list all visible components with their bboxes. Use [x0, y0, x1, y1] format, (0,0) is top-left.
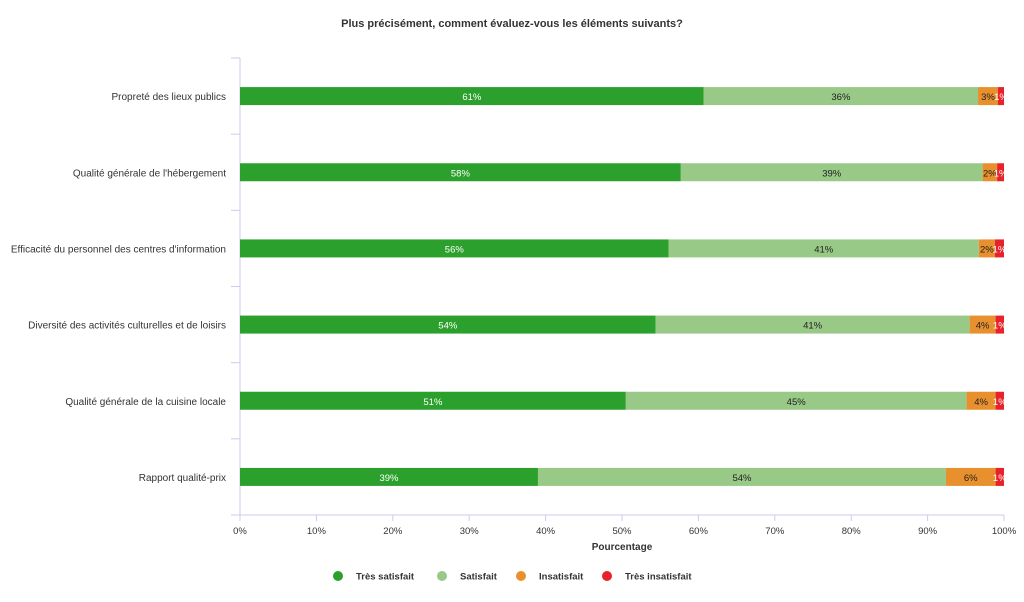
bar-data-label: 1% — [993, 244, 1007, 255]
bar-segment — [240, 239, 669, 258]
chart-title: Plus précisément, comment évaluez-vous l… — [341, 18, 683, 30]
y-category-label: Qualité générale de la cuisine locale — [65, 397, 226, 408]
x-tick-label: 50% — [612, 526, 632, 537]
legend-label: Très insatisfait — [625, 572, 692, 583]
x-tick-label: 30% — [460, 526, 480, 537]
bar-data-label: 3% — [981, 92, 995, 103]
bar-segment — [978, 87, 998, 106]
bar-data-label: 1% — [994, 168, 1008, 179]
bar-segment — [982, 163, 998, 182]
bar-segment — [240, 87, 704, 106]
legend-marker — [516, 571, 526, 581]
bar-segment — [945, 467, 996, 486]
bar-data-label: 4% — [976, 321, 990, 332]
chart-legend: Très satisfait Satisfait Insatisfait Très i… — [333, 571, 692, 583]
bar-data-label: 54% — [732, 473, 752, 484]
legend-label: Insatisfait — [539, 572, 584, 583]
bar-segment — [240, 315, 656, 334]
legend-label: Satisfait — [460, 572, 498, 583]
bar-segment — [625, 391, 967, 410]
x-tick-label: 100% — [992, 526, 1017, 537]
bar-data-label: 39% — [822, 168, 842, 179]
chart-bars — [240, 87, 1004, 486]
x-tick-label: 70% — [765, 526, 785, 537]
bar-data-label: 56% — [445, 244, 465, 255]
y-category-label: Rapport qualité-prix — [139, 473, 226, 484]
chart-axes: 0% 10% 20% 30% 40% 50% 60% 70% 80% 90% 100% Propret… — [11, 57, 1017, 537]
x-tick-label: 60% — [689, 526, 709, 537]
y-category-label: Propreté des lieux publics — [111, 92, 226, 103]
bar-data-label: 1% — [993, 397, 1007, 408]
bar-data-label: 39% — [379, 473, 399, 484]
bar-segment — [240, 467, 538, 486]
bar-data-label: 41% — [814, 244, 834, 255]
x-tick-label: 0% — [233, 526, 247, 537]
x-axis-title: Pourcentage — [592, 542, 653, 553]
bar-segment — [997, 163, 1004, 182]
x-tick-label: 80% — [842, 526, 862, 537]
y-category-label: Diversité des activités culturelles et d… — [28, 321, 226, 332]
bar-segment — [537, 467, 946, 486]
x-tick-label: 40% — [536, 526, 556, 537]
bar-data-label: 61% — [462, 92, 482, 103]
bar-data-label: 4% — [974, 397, 988, 408]
bar-segment — [995, 391, 1004, 410]
bar-data-label: 6% — [964, 473, 978, 484]
legend-label: Très satisfait — [356, 572, 415, 583]
bar-segment — [668, 239, 979, 258]
bar-data-label: 54% — [438, 321, 458, 332]
bar-segment — [997, 87, 1004, 106]
bar-data-label: 1% — [994, 92, 1008, 103]
bar-data-label: 1% — [993, 473, 1007, 484]
bar-segment — [240, 391, 626, 410]
bar-segment — [655, 315, 970, 334]
legend-marker — [437, 571, 447, 581]
bar-data-label: 1% — [993, 321, 1007, 332]
bar-segment — [966, 391, 996, 410]
bar-data-label: 36% — [831, 92, 851, 103]
bar-data-label: 41% — [803, 321, 823, 332]
bar-segment — [680, 163, 983, 182]
x-tick-label: 90% — [918, 526, 938, 537]
y-category-label: Efficacité du personnel des centres d'in… — [11, 244, 226, 255]
bar-segment — [703, 87, 979, 106]
bar-segment — [240, 163, 681, 182]
y-category-label: Qualité générale de l'hébergement — [73, 168, 226, 179]
chart-data-labels: 61% 36% 3% 1%58% 39% 2%1%56% 41% 2%1%54% 41% 4% 1%… — [379, 92, 1008, 484]
bar-data-label: 2% — [983, 168, 997, 179]
bar-data-label: 2% — [980, 244, 994, 255]
bar-segment — [995, 467, 1004, 486]
bar-data-label: 45% — [787, 397, 807, 408]
bar-segment — [994, 239, 1004, 258]
bar-segment — [995, 315, 1004, 334]
bar-segment — [969, 315, 996, 334]
x-tick-label: 10% — [307, 526, 327, 537]
x-tick-label: 20% — [383, 526, 403, 537]
legend-marker — [602, 571, 612, 581]
bar-data-label: 51% — [423, 397, 443, 408]
legend-marker — [333, 571, 343, 581]
bar-data-label: 58% — [451, 168, 471, 179]
bar-segment — [978, 239, 995, 258]
